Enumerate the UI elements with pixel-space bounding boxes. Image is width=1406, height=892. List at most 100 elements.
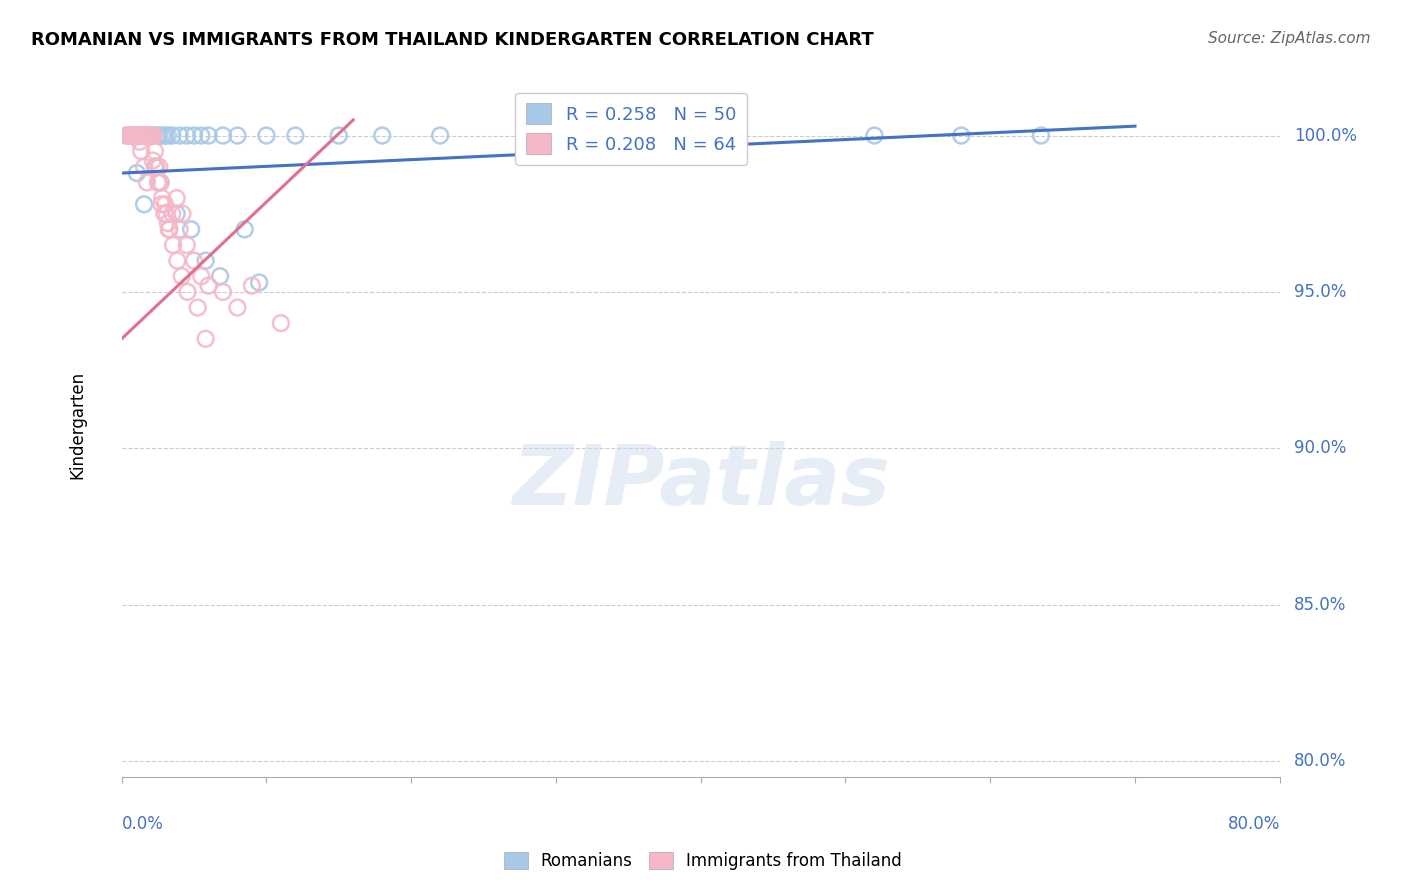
- Point: [134, 128, 156, 143]
- Point: [129, 128, 152, 143]
- Point: [143, 160, 166, 174]
- Point: [120, 128, 142, 143]
- Point: [128, 135, 150, 149]
- Point: [146, 176, 169, 190]
- Point: [183, 128, 205, 143]
- Point: [661, 128, 683, 143]
- Point: [139, 128, 162, 143]
- Point: [125, 128, 148, 143]
- Point: [132, 160, 155, 174]
- Point: [117, 128, 139, 143]
- Point: [240, 278, 263, 293]
- Text: 90.0%: 90.0%: [1294, 439, 1346, 458]
- Text: 80.0%: 80.0%: [1227, 815, 1279, 833]
- Point: [176, 285, 198, 299]
- Point: [197, 278, 219, 293]
- Point: [153, 197, 176, 211]
- Point: [129, 144, 152, 158]
- Point: [150, 191, 173, 205]
- Point: [141, 128, 163, 143]
- Point: [149, 176, 172, 190]
- Point: [190, 269, 212, 284]
- Point: [136, 128, 159, 143]
- Point: [136, 128, 159, 143]
- Point: [170, 269, 193, 284]
- Point: [128, 128, 150, 143]
- Point: [127, 128, 149, 143]
- Point: [247, 276, 270, 290]
- Text: 100.0%: 100.0%: [1294, 127, 1357, 145]
- Point: [132, 128, 155, 143]
- Point: [157, 222, 180, 236]
- Point: [950, 128, 973, 143]
- Point: [138, 128, 160, 143]
- Point: [150, 197, 173, 211]
- Point: [176, 128, 198, 143]
- Point: [157, 222, 180, 236]
- Point: [124, 128, 146, 143]
- Point: [136, 176, 159, 190]
- Point: [145, 160, 167, 174]
- Point: [176, 238, 198, 252]
- Point: [149, 176, 172, 190]
- Point: [142, 128, 165, 143]
- Point: [139, 128, 162, 143]
- Point: [153, 207, 176, 221]
- Text: 85.0%: 85.0%: [1294, 596, 1346, 614]
- Point: [121, 128, 143, 143]
- Point: [132, 128, 155, 143]
- Point: [124, 128, 146, 143]
- Legend: Romanians, Immigrants from Thailand: Romanians, Immigrants from Thailand: [498, 845, 908, 877]
- Point: [131, 128, 153, 143]
- Point: [148, 128, 170, 143]
- Point: [135, 128, 157, 143]
- Point: [125, 128, 148, 143]
- Point: [148, 160, 170, 174]
- Point: [135, 128, 157, 143]
- Point: [145, 128, 167, 143]
- Point: [194, 332, 217, 346]
- Point: [155, 207, 177, 221]
- Text: ROMANIAN VS IMMIGRANTS FROM THAILAND KINDERGARTEN CORRELATION CHART: ROMANIAN VS IMMIGRANTS FROM THAILAND KIN…: [31, 31, 873, 49]
- Point: [120, 128, 142, 143]
- Point: [125, 128, 148, 143]
- Point: [150, 128, 173, 143]
- Text: Kindergarten: Kindergarten: [69, 371, 87, 479]
- Point: [127, 128, 149, 143]
- Point: [187, 301, 209, 315]
- Point: [270, 316, 292, 330]
- Point: [135, 128, 157, 143]
- Point: [166, 253, 188, 268]
- Point: [212, 128, 235, 143]
- Point: [371, 128, 394, 143]
- Point: [718, 128, 741, 143]
- Point: [172, 207, 194, 221]
- Point: [120, 128, 142, 143]
- Point: [142, 153, 165, 168]
- Point: [127, 128, 149, 143]
- Point: [122, 128, 145, 143]
- Text: 95.0%: 95.0%: [1294, 283, 1346, 301]
- Point: [122, 128, 145, 143]
- Point: [233, 222, 256, 236]
- Point: [121, 128, 143, 143]
- Point: [131, 128, 153, 143]
- Point: [254, 128, 277, 143]
- Point: [142, 128, 165, 143]
- Point: [145, 160, 167, 174]
- Point: [131, 128, 153, 143]
- Point: [138, 128, 160, 143]
- Point: [190, 128, 212, 143]
- Point: [156, 128, 179, 143]
- Point: [226, 128, 249, 143]
- Point: [169, 222, 191, 236]
- Point: [209, 269, 232, 284]
- Point: [1029, 128, 1052, 143]
- Point: [139, 128, 162, 143]
- Text: Source: ZipAtlas.com: Source: ZipAtlas.com: [1208, 31, 1371, 46]
- Point: [284, 128, 307, 143]
- Point: [134, 128, 156, 143]
- Point: [128, 128, 150, 143]
- Point: [166, 207, 188, 221]
- Legend: R = 0.258   N = 50, R = 0.208   N = 64: R = 0.258 N = 50, R = 0.208 N = 64: [516, 93, 747, 165]
